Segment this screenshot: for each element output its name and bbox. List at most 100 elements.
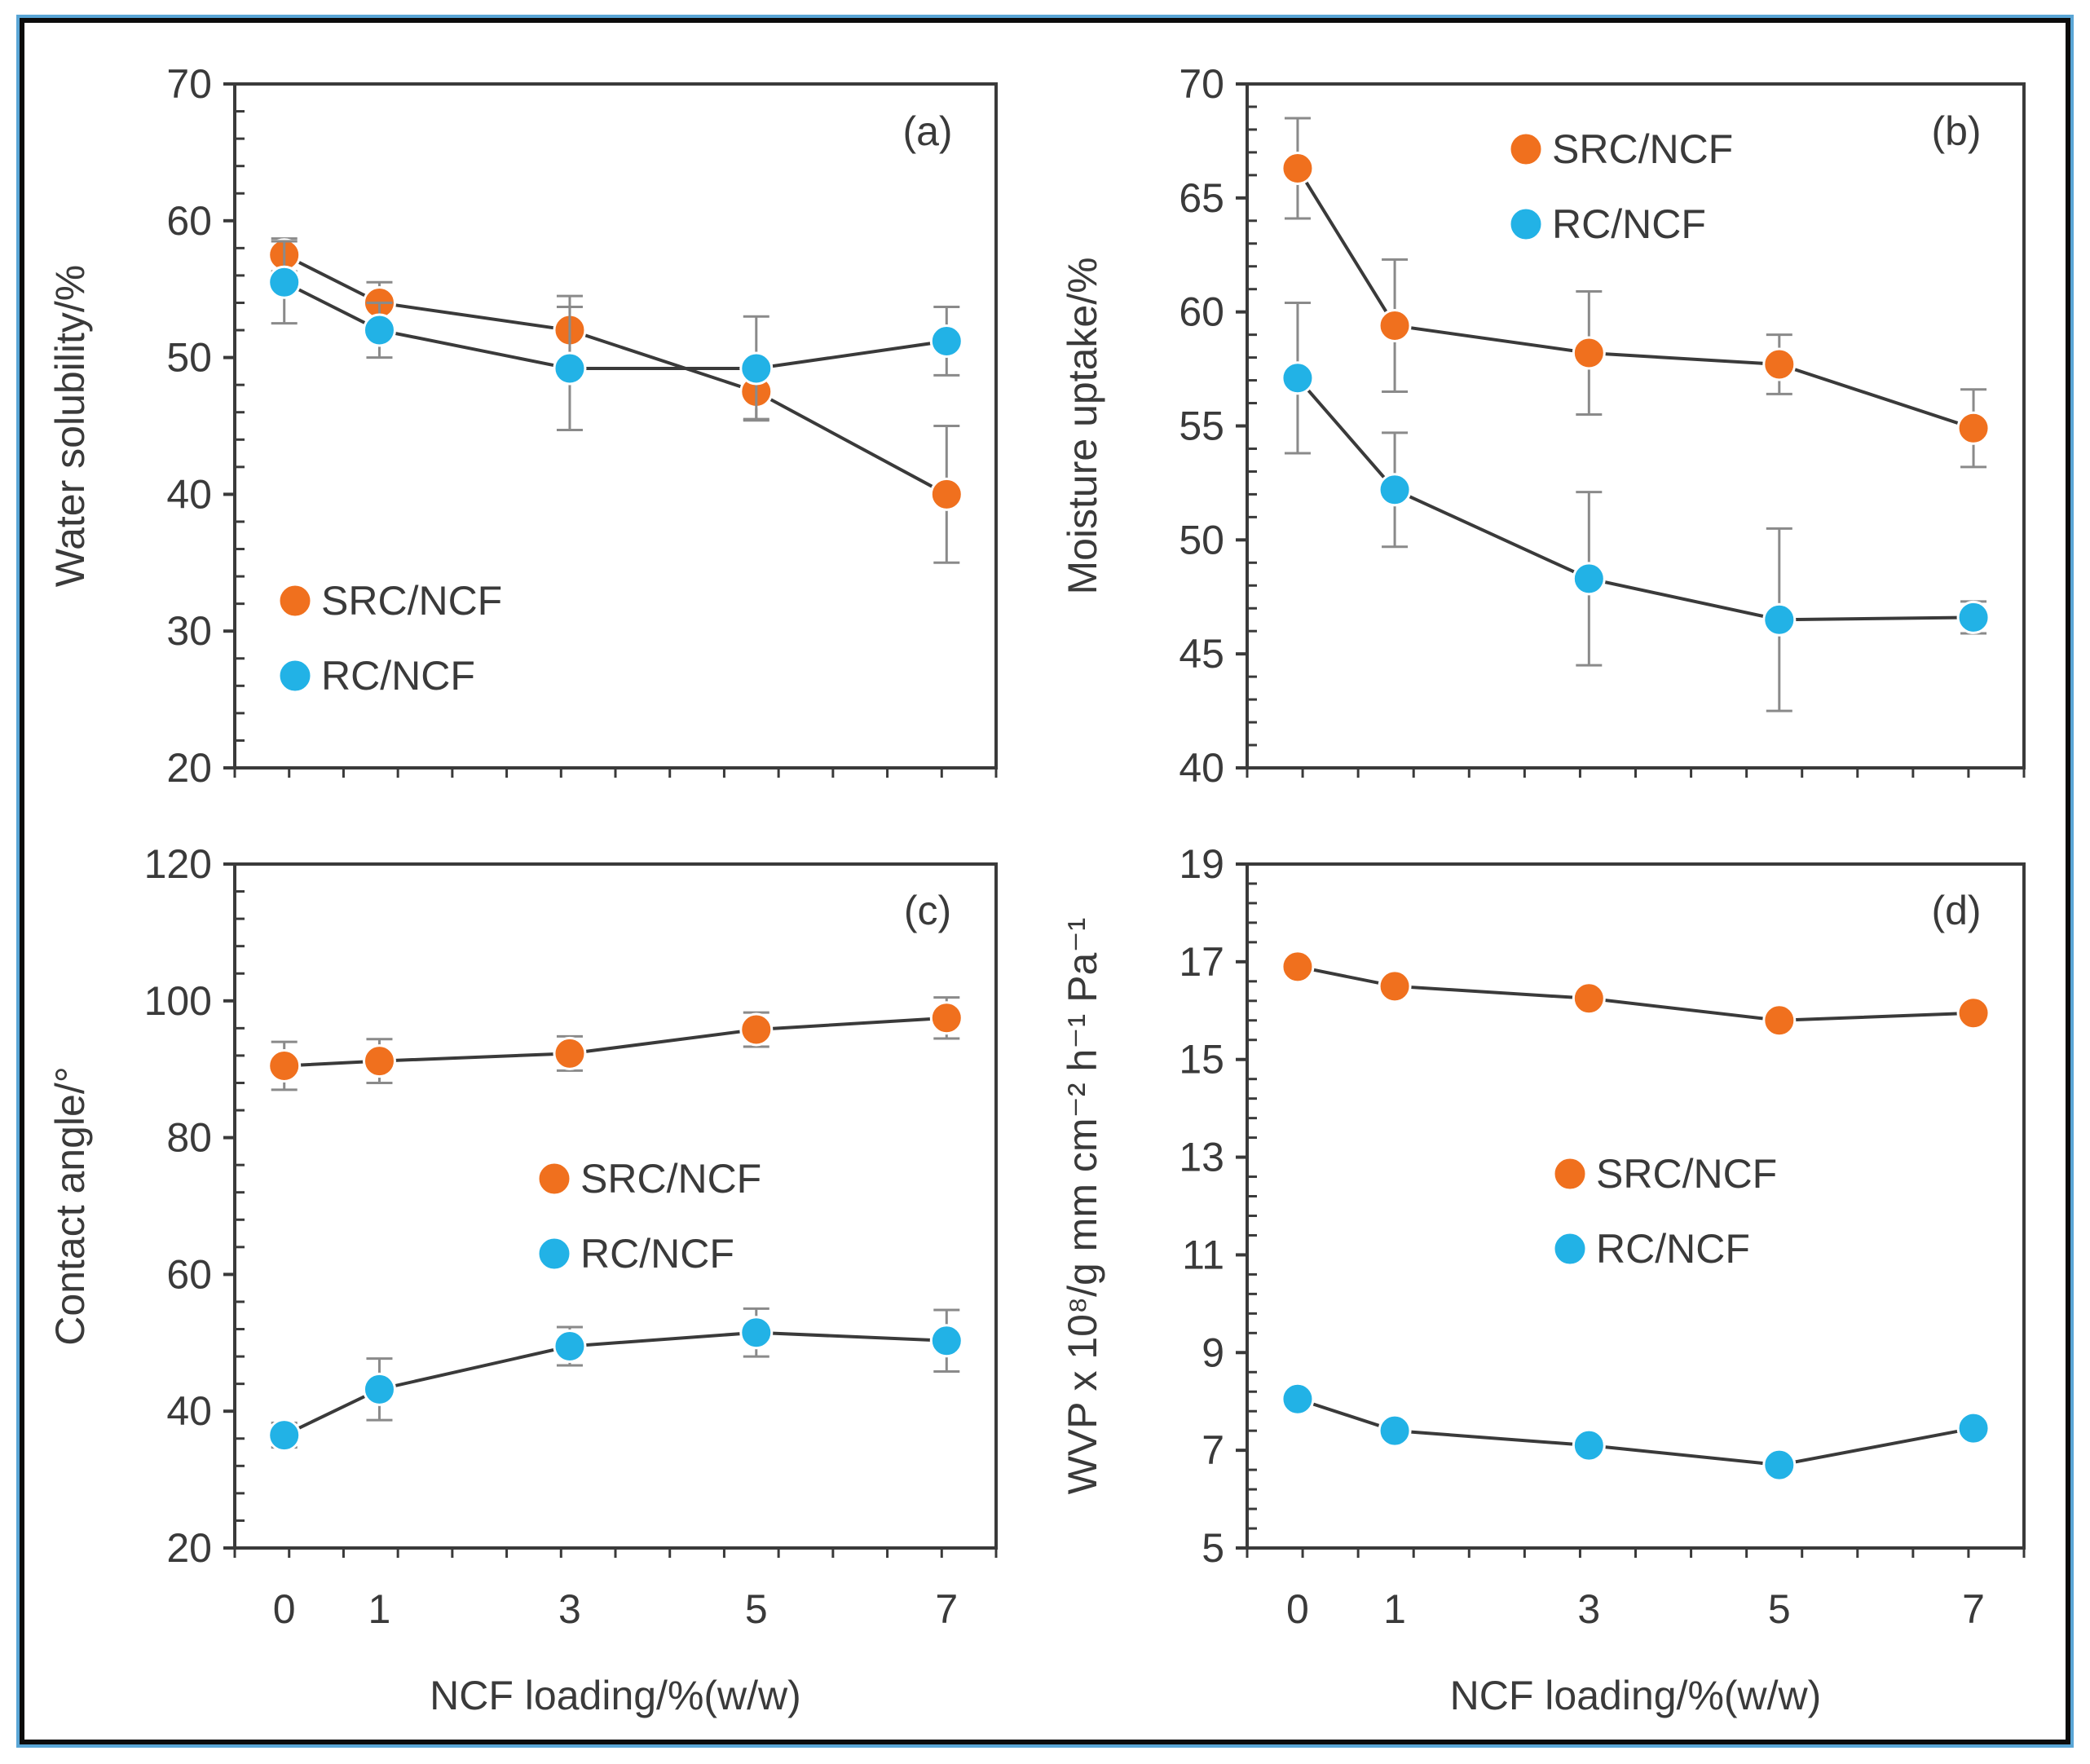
series-src-ncf-b [1281,117,1991,469]
series-rc-ncf-c [267,1307,963,1453]
data-point-rc-ncf-d [1762,1448,1797,1482]
data-point-src-ncf-c [929,1001,963,1035]
data-point-rc-ncf-a [553,351,587,386]
x-tick-label-c: 1 [368,1586,391,1632]
y-tick-label-b: 65 [1179,175,1224,221]
data-point-rc-ncf-b [1378,473,1412,507]
data-point-rc-ncf-b [1572,562,1606,596]
legend-marker-rc-ncf [1552,1231,1588,1267]
legend-marker-src-ncf [1508,131,1544,167]
y-tick-label-c: 40 [166,1388,212,1434]
data-point-rc-ncf-b [1281,361,1315,395]
series-src-ncf-a [267,237,963,564]
legend-marker-src-ncf [277,583,313,619]
panel-a: 20 30 40 50 60 70 Water solubility/% (a) SRC/NCF… [47,61,998,791]
legend-marker-src-ncf [536,1161,572,1197]
data-point-src-ncf-d [1378,969,1412,1003]
data-point-src-ncf-d [1572,981,1606,1016]
y-tick-label-a: 60 [166,198,212,244]
legend-label-rc-ncf: RC/NCF [1596,1226,1750,1272]
y-tick-label-b: 70 [1179,61,1224,107]
y-tick-label-d: 17 [1179,939,1224,985]
legend-label-src-ncf: SRC/NCF [1596,1151,1777,1197]
y-tick-label-b: 40 [1179,745,1224,791]
y-tick-label-a: 20 [166,745,212,791]
y-tick-label-a: 70 [166,61,212,107]
legend-label-rc-ncf: RC/NCF [321,653,475,699]
legend-c: SRC/NCF RC/NCF [536,1156,761,1277]
data-point-src-ncf-a [929,477,963,511]
data-point-src-ncf-b [1762,347,1797,381]
x-axis-label-c: NCF loading/%(w/w) [430,1673,801,1718]
y-tick-label-d: 11 [1182,1232,1224,1277]
data-point-src-ncf-c [267,1049,302,1083]
y-tick-label-b: 55 [1179,404,1224,449]
data-point-rc-ncf-d [1956,1411,1991,1445]
y-tick-label-b: 50 [1179,517,1224,562]
data-point-src-ncf-c [553,1036,587,1070]
series-src-ncf-d [1281,950,1991,1038]
y-tick-label-c: 100 [144,978,212,1024]
panel-c: 20 40 60 80 100 120 0 1 3 5 7 Contact angle/° NCF lo… [47,841,998,1718]
legend-a: SRC/NCF RC/NCF [277,578,502,699]
plot-frame-b [1246,82,2026,770]
legend-b: SRC/NCF RC/NCF [1508,126,1733,247]
y-tick-label-d: 13 [1179,1135,1224,1180]
y-tick-label-c: 20 [166,1525,212,1571]
y-tick-label-d: 5 [1202,1525,1224,1571]
legend-marker-rc-ncf [536,1236,572,1272]
x-tick-label-c: 0 [273,1586,296,1632]
panel-label-b: (b) [1931,108,1981,154]
data-point-src-ncf-b [1956,411,1991,445]
panel-label-d: (d) [1931,888,1981,933]
x-tick-label-d: 7 [1962,1586,1985,1632]
data-point-rc-ncf-c [362,1372,396,1406]
data-point-rc-ncf-b [1762,602,1797,637]
data-point-src-ncf-c [739,1012,774,1047]
data-point-src-ncf-d [1762,1003,1797,1038]
x-tick-label-c: 3 [558,1586,581,1632]
plot-frame-d [1246,862,2026,1550]
data-point-rc-ncf-a [929,324,963,358]
data-point-rc-ncf-d [1378,1413,1412,1448]
panel-b: 40 45 50 55 60 65 70 Moisture uptake/% (b) SRC/NC… [1060,61,2026,791]
y-tick-label-c: 120 [144,841,212,887]
data-point-rc-ncf-a [362,313,396,347]
data-point-rc-ncf-c [929,1324,963,1358]
data-point-src-ncf-c [362,1044,396,1078]
plot-frame-c [233,862,998,1550]
y-tick-label-d: 15 [1179,1037,1224,1083]
y-axis-label-b: Moisture uptake/% [1060,257,1105,594]
data-point-rc-ncf-a [739,351,774,386]
y-tick-label-a: 50 [166,335,212,381]
y-axis-label-a: Water solubility/% [47,265,93,587]
y-tick-label-a: 30 [166,608,212,654]
legend-label-rc-ncf: RC/NCF [1552,201,1706,247]
y-tick-label-d: 7 [1202,1427,1224,1473]
legend-label-src-ncf: SRC/NCF [580,1156,761,1202]
data-point-src-ncf-d [1956,996,1991,1030]
y-tick-label-b: 60 [1179,289,1224,335]
data-point-src-ncf-b [1281,151,1315,185]
data-point-rc-ncf-b [1956,600,1991,634]
x-tick-label-d: 0 [1286,1586,1309,1632]
data-point-rc-ncf-c [739,1316,774,1350]
legend-label-src-ncf: SRC/NCF [1552,126,1733,172]
y-tick-label-c: 60 [166,1251,212,1297]
series-rc-ncf-a [267,240,963,432]
x-tick-label-d: 1 [1383,1586,1406,1632]
y-axis-label-d: WVP x 10⁸/g mm cm⁻² h⁻¹ Pa⁻¹ [1060,918,1105,1495]
panel-label-c: (c) [904,888,951,933]
data-point-src-ncf-d [1281,950,1315,984]
data-point-rc-ncf-d [1281,1382,1315,1416]
panel-label-a: (a) [902,108,952,154]
series-rc-ncf-d [1281,1382,1991,1482]
y-axis-label-c: Contact angle/° [47,1066,93,1345]
legend-label-src-ncf: SRC/NCF [321,578,502,624]
y-tick-label-a: 40 [166,471,212,517]
data-point-src-ncf-b [1378,308,1412,342]
data-point-rc-ncf-c [267,1418,302,1453]
legend-marker-rc-ncf [277,658,313,694]
